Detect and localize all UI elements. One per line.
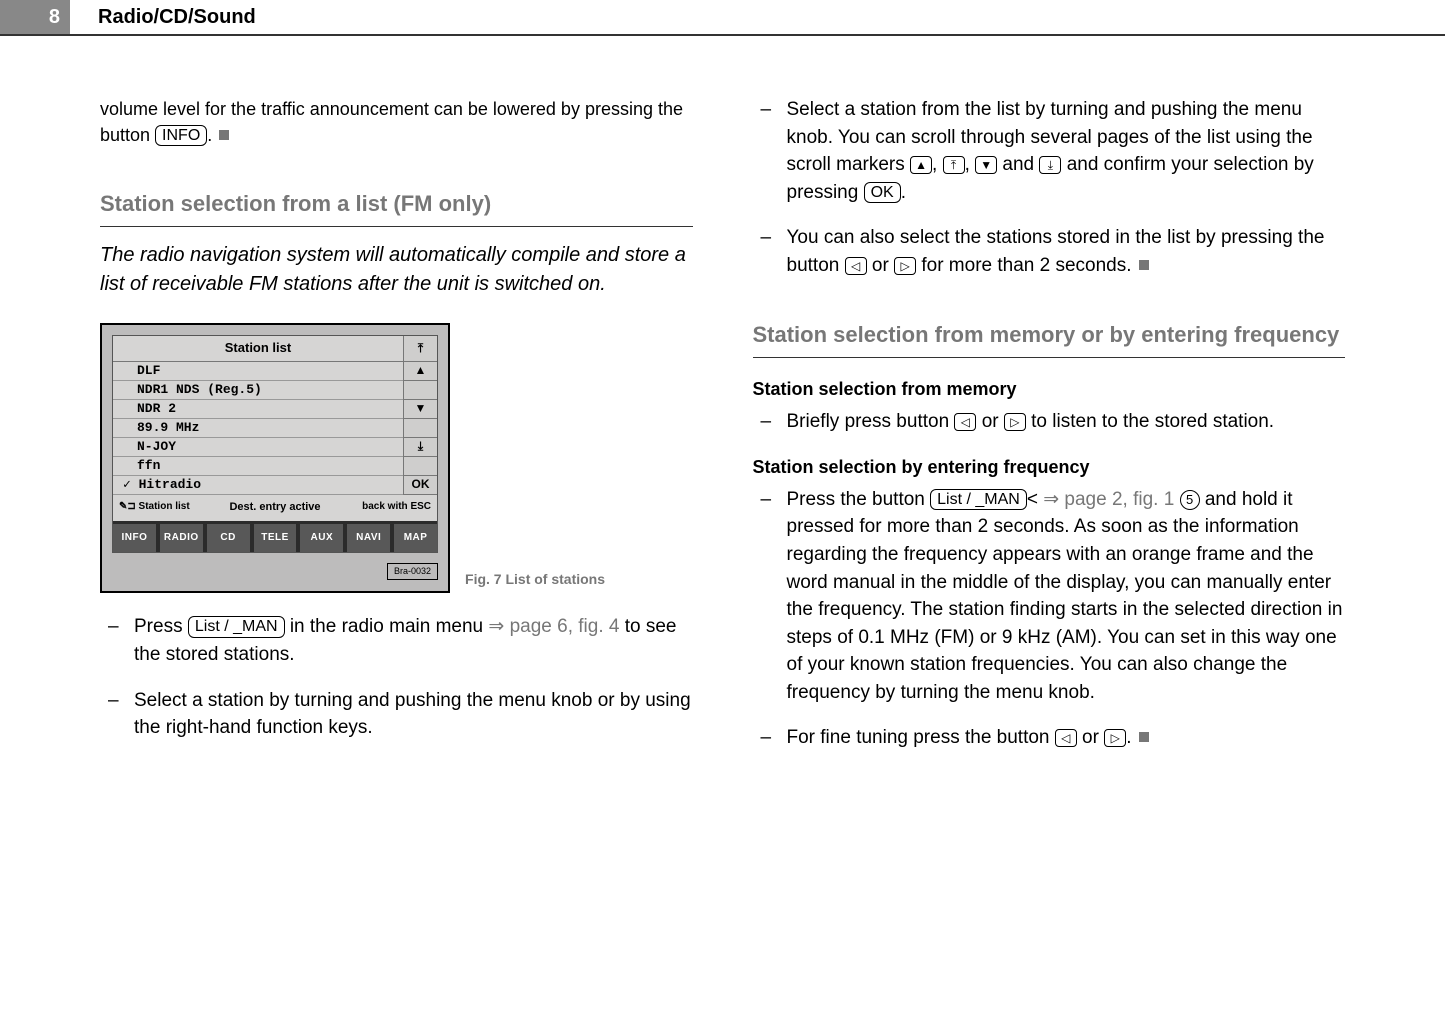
instruction-list: Press the button List / _MAN< ⇒ page 2, … xyxy=(753,486,1346,752)
instruction-list: Select a station from the list by turnin… xyxy=(753,96,1346,279)
hw-map-button: MAP xyxy=(394,524,437,553)
hw-navi-button: NAVI xyxy=(347,524,394,553)
text: Press the button xyxy=(787,489,931,510)
list-item: You can also select the stations stored … xyxy=(753,224,1346,279)
sub-heading: Station selection from memory xyxy=(753,376,1346,402)
chapter-title: Radio/CD/Sound xyxy=(70,6,256,29)
scroll-bottom-icon: ⤓ xyxy=(403,438,437,457)
side-blank xyxy=(403,457,437,476)
side-blank xyxy=(403,381,437,400)
left-arrow-icon: ◁ xyxy=(845,257,867,275)
instruction-list: Press List / _MAN in the radio main menu… xyxy=(100,613,693,741)
screen-title: Station list xyxy=(113,336,403,362)
hardware-buttons: INFO RADIO CD TELE AUX NAVI MAP xyxy=(113,521,437,553)
list-item: Select a station from the list by turnin… xyxy=(753,96,1346,206)
side-blank xyxy=(403,419,437,438)
status-bar: ✎⊐ Station list Dest. entry active back … xyxy=(113,495,437,521)
list-man-button-label: List / _MAN xyxy=(930,489,1027,510)
intro-paragraph: volume level for the traffic announcemen… xyxy=(100,96,693,148)
list-item: N-JOY xyxy=(113,438,403,457)
list-man-button-label: List / _MAN xyxy=(188,616,285,637)
text: Press xyxy=(134,616,188,637)
status-right: back with ESC xyxy=(327,500,431,516)
list-item: DLF xyxy=(113,362,403,381)
list-item: Press List / _MAN in the radio main menu… xyxy=(100,613,693,668)
list-item: 89.9 MHz xyxy=(113,419,403,438)
hw-aux-button: AUX xyxy=(300,524,347,553)
sub-heading: Station selection by entering frequency xyxy=(753,454,1346,480)
right-arrow-icon: ▷ xyxy=(894,257,916,275)
hw-radio-button: RADIO xyxy=(160,524,207,553)
figure-wrap: Station list ⤒ DLF▲ NDR1 NDS (Reg.5) NDR… xyxy=(100,323,693,593)
up-arrow-icon: ▲ xyxy=(910,156,932,174)
right-arrow-icon: ▷ xyxy=(1004,413,1026,431)
list-item-selected: ✓ Hitradio xyxy=(113,476,403,495)
hw-cd-button: CD xyxy=(207,524,254,553)
scroll-up-icon: ▲ xyxy=(403,362,437,381)
list-item: Press the button List / _MAN< ⇒ page 2, … xyxy=(753,486,1346,706)
callout-number: 5 xyxy=(1180,490,1200,510)
down-arrow-icon: ▼ xyxy=(975,156,997,174)
text: for more than 2 seconds. xyxy=(921,255,1136,276)
list-item: For fine tuning press the button ◁ or ▷. xyxy=(753,724,1346,752)
section-intro: The radio navigation system will automat… xyxy=(100,241,693,299)
figure-code: Bra-0032 xyxy=(387,563,438,580)
right-arrow-icon: ▷ xyxy=(1104,729,1126,747)
section-rule xyxy=(100,226,693,227)
text: . xyxy=(1126,727,1137,748)
right-column: Select a station from the list by turnin… xyxy=(753,96,1346,770)
end-marker-icon xyxy=(1139,732,1149,742)
status-left: ✎⊐ Station list xyxy=(119,500,223,516)
instruction-list: Briefly press button ◁ or ▷ to listen to… xyxy=(753,408,1346,436)
left-column: volume level for the traffic announcemen… xyxy=(100,96,693,770)
content-columns: volume level for the traffic announcemen… xyxy=(0,36,1445,770)
left-arrow-icon: ◁ xyxy=(954,413,976,431)
status-mid: Dest. entry active xyxy=(223,500,327,516)
page-number: 8 xyxy=(0,0,70,34)
section-heading: Station selection from a list (FM only) xyxy=(100,188,693,220)
list-item: ffn xyxy=(113,457,403,476)
scroll-top-icon: ⤒ xyxy=(403,336,437,362)
section-rule xyxy=(753,357,1346,358)
text: . xyxy=(901,182,906,203)
page-header: 8 Radio/CD/Sound xyxy=(0,0,1445,36)
text: and hold it pressed for more than 2 seco… xyxy=(787,489,1343,703)
text: . xyxy=(207,125,217,145)
text: in the radio main menu xyxy=(285,616,489,637)
hw-info-button: INFO xyxy=(113,524,160,553)
figure-caption: Fig. 7 List of stations xyxy=(465,569,605,589)
radio-figure: Station list ⤒ DLF▲ NDR1 NDS (Reg.5) NDR… xyxy=(100,323,450,593)
ok-side-button: OK xyxy=(403,476,437,495)
text: For fine tuning press the button xyxy=(787,727,1055,748)
list-item: Select a station by turning and pushing … xyxy=(100,687,693,742)
page-down-icon: ⤓ xyxy=(1039,156,1061,174)
cross-ref: ⇒ page 2, fig. 1 xyxy=(1043,489,1179,510)
list-item: Briefly press button ◁ or ▷ to listen to… xyxy=(753,408,1346,436)
text: Briefly press button xyxy=(787,411,955,432)
section-heading: Station selection from memory or by ente… xyxy=(753,319,1346,351)
ok-button-label: OK xyxy=(864,182,901,203)
text: to listen to the stored station. xyxy=(1031,411,1274,432)
info-button-label: INFO xyxy=(155,125,207,146)
end-marker-icon xyxy=(219,130,229,140)
list-item: NDR 2 xyxy=(113,400,403,419)
scroll-down-icon: ▼ xyxy=(403,400,437,419)
list-item: NDR1 NDS (Reg.5) xyxy=(113,381,403,400)
radio-screen: Station list ⤒ DLF▲ NDR1 NDS (Reg.5) NDR… xyxy=(112,335,438,553)
left-arrow-icon: ◁ xyxy=(1055,729,1077,747)
end-marker-icon xyxy=(1139,260,1149,270)
page-up-icon: ⤒ xyxy=(943,156,965,174)
hw-tele-button: TELE xyxy=(254,524,301,553)
cross-ref: ⇒ page 6, fig. 4 xyxy=(488,616,619,637)
